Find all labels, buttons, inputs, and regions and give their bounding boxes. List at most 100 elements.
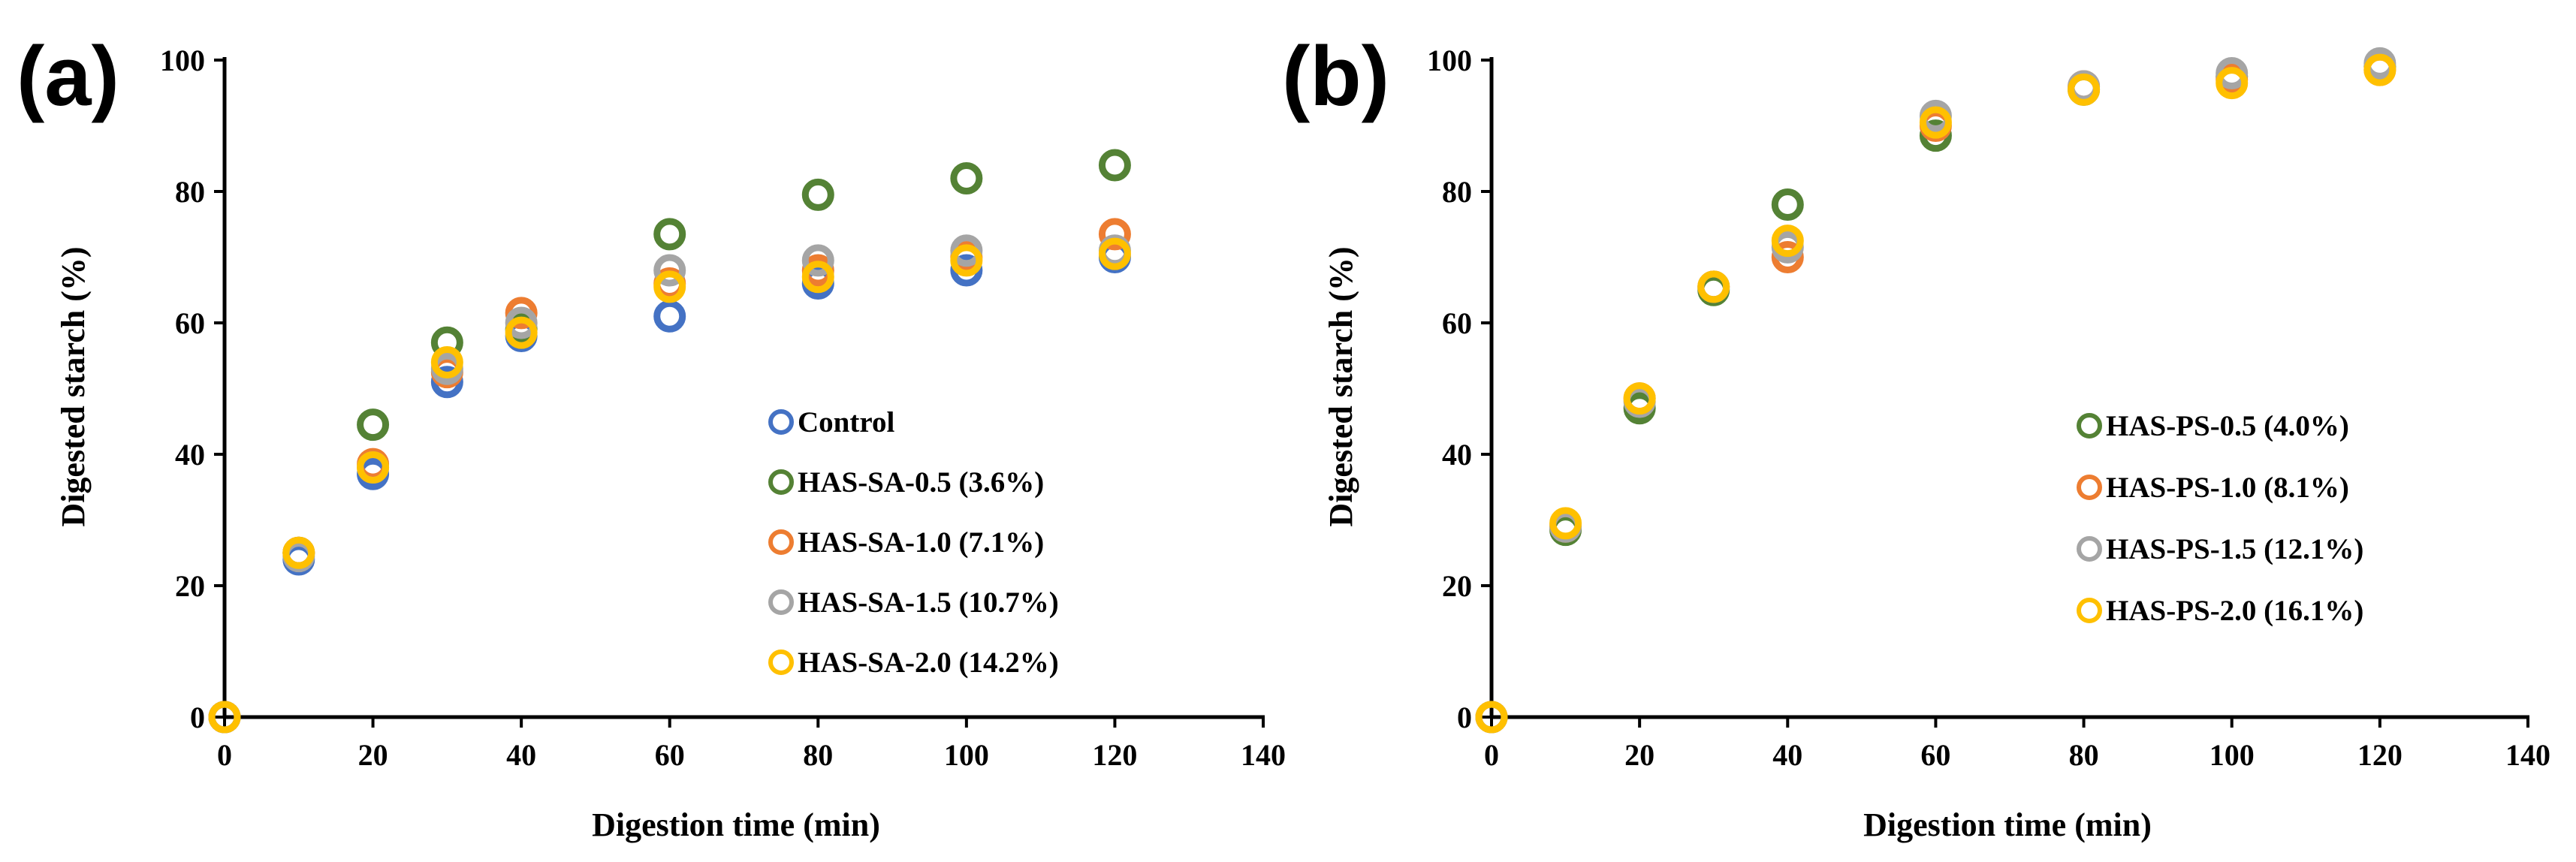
- data-point: [801, 244, 834, 277]
- y-tick-label: 40: [1442, 438, 1472, 472]
- legend-label: HAS-SA-1.0 (7.1%): [798, 526, 1044, 559]
- data-point: [282, 536, 315, 569]
- series-s20: [208, 237, 1131, 734]
- series-s10: [1475, 53, 2397, 734]
- data-point: [1549, 507, 1582, 540]
- data-point: [801, 178, 834, 211]
- x-tick-label: 0: [217, 738, 232, 772]
- data-point: [1098, 218, 1131, 251]
- legend-label: HAS-PS-1.5 (12.1%): [2106, 533, 2363, 565]
- data-point: [1771, 188, 1804, 221]
- legend-item: HAS-PS-2.0 (16.1%): [2077, 595, 2363, 627]
- data-point: [1771, 225, 1804, 258]
- x-tick-label: 40: [506, 738, 536, 772]
- series-s05: [208, 149, 1131, 734]
- legend-label: HAS-SA-0.5 (3.6%): [798, 466, 1044, 499]
- x-tick-label: 120: [2357, 738, 2403, 772]
- y-tick-label: 40: [175, 438, 205, 472]
- data-point: [1623, 382, 1656, 415]
- legend-item: HAS-PS-1.0 (8.1%): [2077, 472, 2349, 504]
- legend-item: HAS-PS-0.5 (4.0%): [2077, 410, 2349, 442]
- x-tick-label: 20: [1624, 738, 1654, 772]
- data-point: [1098, 149, 1131, 182]
- data-point: [1919, 106, 1952, 139]
- x-axis-label: Digestion time (min): [592, 806, 880, 843]
- data-point: [1475, 701, 1508, 734]
- legend-label: HAS-PS-2.0 (16.1%): [2106, 595, 2363, 627]
- y-tick-label: 80: [1442, 175, 1472, 209]
- x-tick-label: 100: [2210, 738, 2255, 772]
- data-point: [2068, 73, 2101, 106]
- data-point: [208, 701, 241, 734]
- legend-item: HAS-PS-1.5 (12.1%): [2077, 533, 2363, 565]
- data-point: [357, 451, 390, 484]
- data-point: [950, 162, 983, 194]
- panel-letter: (b): [1282, 29, 1389, 123]
- legend-label: HAS-SA-2.0 (14.2%): [798, 646, 1059, 679]
- legend-label: HAS-PS-1.0 (8.1%): [2106, 472, 2349, 504]
- legend-label: HAS-PS-0.5 (4.0%): [2106, 410, 2349, 442]
- y-tick-label: 60: [1442, 306, 1472, 340]
- legend-item: HAS-SA-2.0 (14.2%): [768, 646, 1059, 679]
- y-tick-label: 0: [190, 701, 205, 734]
- data-point: [801, 261, 834, 294]
- legend-item: HAS-SA-1.5 (10.7%): [768, 586, 1059, 619]
- y-tick-label: 100: [160, 44, 205, 77]
- data-point: [653, 300, 686, 333]
- x-tick-label: 40: [1772, 738, 1802, 772]
- data-point: [430, 346, 463, 378]
- data-point: [950, 244, 983, 277]
- legend-marker: [2077, 475, 2102, 500]
- x-tick-label: 100: [944, 738, 989, 772]
- x-tick-label: 80: [803, 738, 833, 772]
- y-tick-label: 100: [1427, 44, 1472, 77]
- y-axis-label: Digested starch (%): [55, 246, 92, 526]
- legend-marker: [768, 589, 794, 615]
- y-tick-label: 80: [175, 175, 205, 209]
- x-tick-label: 140: [2505, 738, 2550, 772]
- panel-letter: (a): [17, 29, 119, 123]
- y-tick-label: 20: [175, 569, 205, 603]
- legend-marker: [2077, 413, 2102, 439]
- x-tick-label: 60: [655, 738, 685, 772]
- data-point: [653, 270, 686, 303]
- y-axis-label: Digested starch (%): [1323, 246, 1359, 526]
- legend-marker: [768, 650, 794, 675]
- legend-item: HAS-SA-0.5 (3.6%): [768, 466, 1044, 499]
- data-point: [357, 408, 390, 442]
- x-tick-label: 140: [1241, 738, 1286, 772]
- legend-marker: [2077, 598, 2102, 623]
- series-s05: [1475, 50, 2397, 734]
- legend-marker: [768, 469, 794, 495]
- data-point: [1098, 237, 1131, 270]
- legend-marker: [768, 529, 794, 555]
- legend-label: Control: [798, 406, 894, 439]
- x-tick-label: 0: [1484, 738, 1499, 772]
- y-tick-label: 60: [175, 306, 205, 340]
- legend-label: HAS-SA-1.5 (10.7%): [798, 586, 1059, 619]
- data-point: [1697, 270, 1730, 303]
- x-tick-label: 20: [358, 738, 388, 772]
- legend-item: HAS-SA-1.0 (7.1%): [768, 526, 1044, 559]
- x-axis-label: Digestion time (min): [1863, 806, 2152, 843]
- series-s15: [1475, 47, 2397, 734]
- panel-b: (b) 0 20 40 60 80 100 0 20 40 60 80 100 120 140 Digesti…: [1282, 29, 2550, 843]
- data-point: [505, 316, 538, 349]
- legend-item: Control: [768, 406, 894, 439]
- legend-marker: [768, 409, 794, 435]
- data-point: [653, 218, 686, 251]
- legend-marker: [2077, 536, 2102, 562]
- y-tick-label: 20: [1442, 569, 1472, 603]
- x-tick-label: 80: [2069, 738, 2099, 772]
- data-point: [653, 254, 686, 287]
- y-tick-label: 0: [1457, 701, 1472, 734]
- x-tick-label: 120: [1092, 738, 1137, 772]
- data-point: [2363, 53, 2397, 86]
- panel-a: (a) 0 20 40 60 80 100 0 20 40 60 80 100 120 140 Digesti…: [17, 29, 1286, 843]
- legend: Control HAS-SA-0.5 (3.6%) HAS-SA-1.0 (7.1%…: [768, 406, 1059, 679]
- series-s20: [1475, 53, 2397, 734]
- legend: HAS-PS-0.5 (4.0%) HAS-PS-1.0 (8.1%) HAS-PS…: [2077, 410, 2363, 627]
- x-tick-label: 60: [1920, 738, 1950, 772]
- data-point: [2216, 67, 2249, 100]
